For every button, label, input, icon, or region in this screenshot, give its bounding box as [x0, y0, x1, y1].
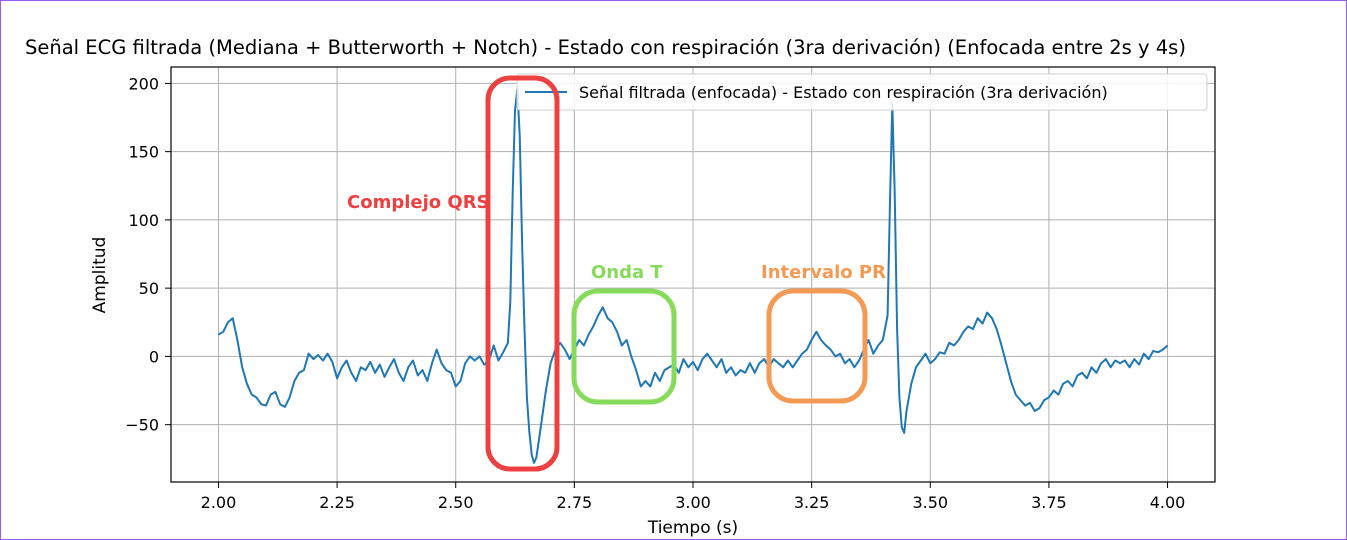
x-tick-label: 2.75: [557, 493, 593, 512]
x-tick-label: 3.25: [794, 493, 830, 512]
legend-box: [516, 73, 1208, 111]
x-axis-ticks: 2.00 2.25 2.50 2.75 3.00 3.25 3.50 3.75 4.00: [201, 482, 1186, 512]
grid: [171, 67, 1215, 482]
x-tick-label: 2.00: [201, 493, 237, 512]
y-tick-label: 0: [149, 347, 159, 366]
ecg-series-line: [217, 87, 1169, 464]
y-axis-label: Amplitud: [90, 237, 110, 314]
x-tick-label: 4.00: [1150, 493, 1186, 512]
x-tick-label: 3.75: [1031, 493, 1067, 512]
t-wave-highlight-box: [571, 288, 677, 405]
y-tick-label: 100: [128, 211, 159, 230]
x-tick-label: 3.50: [912, 493, 948, 512]
y-tick-label: 150: [128, 143, 159, 162]
y-tick-label: −50: [125, 416, 159, 435]
qrs-highlight-box: [485, 75, 560, 472]
pr-interval-highlight-box: [766, 288, 868, 404]
x-tick-label: 3.00: [675, 493, 711, 512]
y-tick-label: 50: [139, 279, 159, 298]
y-tick-label: 200: [128, 74, 159, 93]
x-tick-label: 2.50: [438, 493, 474, 512]
chart-title: Señal ECG filtrada (Mediana + Butterwort…: [25, 36, 1186, 59]
x-axis-label: Tiempo (s): [647, 518, 738, 538]
x-tick-label: 2.25: [319, 493, 355, 512]
y-axis-ticks: 200 150 100 50 0 −50: [125, 74, 171, 435]
legend-entry: Señal filtrada (enfocada) - Estado con r…: [579, 83, 1108, 102]
qrs-annotation-label: Complejo QRS: [347, 192, 490, 213]
t-wave-annotation-label: Onda T: [591, 262, 663, 283]
legend: Señal filtrada (enfocada) - Estado con r…: [516, 73, 1208, 111]
series-layer: [217, 87, 1169, 464]
pr-interval-annotation-label: Intervalo PR: [761, 262, 886, 283]
